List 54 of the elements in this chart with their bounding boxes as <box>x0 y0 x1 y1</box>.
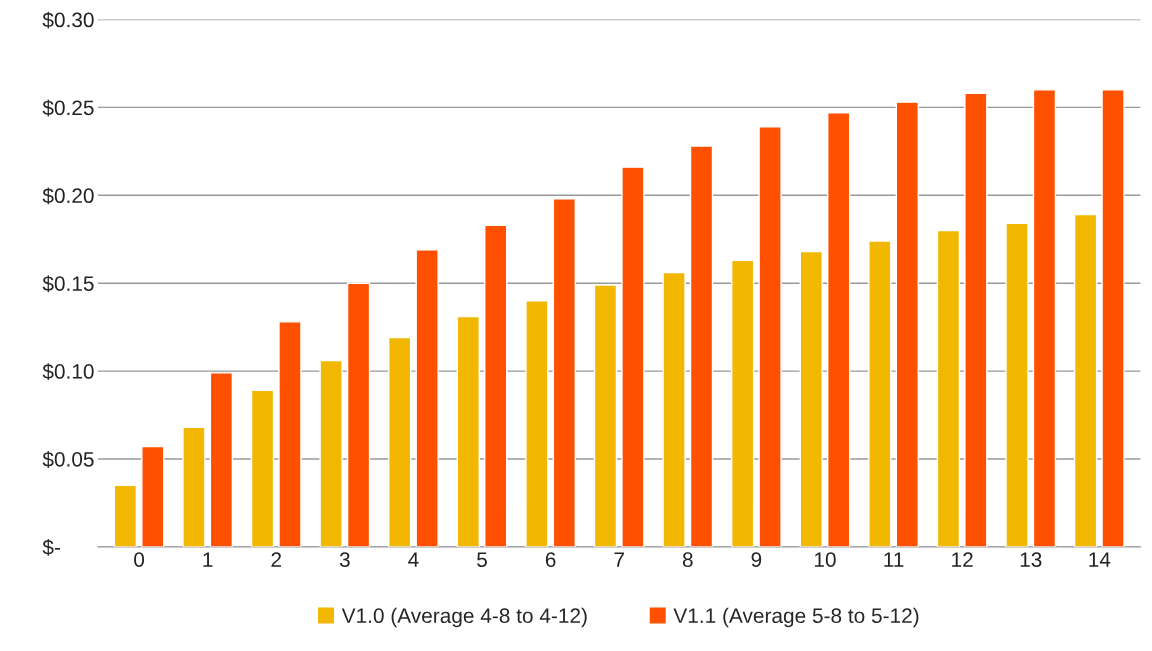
y-tick-label: $0.25 <box>42 99 94 117</box>
x-tick-label: 10 <box>814 552 836 567</box>
bar <box>182 426 206 547</box>
bar <box>209 372 234 547</box>
x-tick-label: 9 <box>751 552 762 567</box>
x-tick-label: 13 <box>1020 552 1042 567</box>
legend-label: V1.1 (Average 5-8 to 5-12) <box>673 607 919 628</box>
bar <box>1005 222 1029 547</box>
bar <box>525 300 549 547</box>
bar <box>1101 89 1125 547</box>
bar <box>730 259 755 547</box>
x-tick-label: 7 <box>614 552 624 567</box>
bar <box>593 284 618 547</box>
bar <box>964 92 988 547</box>
bar <box>346 282 371 547</box>
x-tick-label: 14 <box>1089 552 1111 567</box>
bar <box>799 250 823 547</box>
x-tick-label: 5 <box>477 552 487 567</box>
x-tick-label: 2 <box>271 552 281 567</box>
y-tick-label: $0.20 <box>42 187 94 205</box>
bar <box>388 336 412 547</box>
bar <box>868 240 892 547</box>
x-tick-label: 4 <box>408 552 419 567</box>
legend-label: V1.0 (Average 4-8 to 4-12) <box>341 607 587 628</box>
x-tick-label: 11 <box>884 552 904 567</box>
bar <box>662 271 686 547</box>
bar <box>895 101 919 547</box>
bar <box>758 126 782 547</box>
x-tick-label: 8 <box>682 552 693 567</box>
y-tick-label: $0.05 <box>42 451 94 468</box>
bar <box>319 359 343 547</box>
bar <box>1032 89 1057 547</box>
x-tick-label: 3 <box>339 552 350 567</box>
y-tick-label: $0.10 <box>42 363 94 381</box>
x-tick-label: 12 <box>952 552 973 567</box>
y-tick-label: $- <box>42 538 60 556</box>
bar <box>141 445 165 547</box>
bar <box>1073 213 1098 547</box>
bar <box>827 111 851 547</box>
bar <box>415 249 439 547</box>
bar <box>250 389 275 547</box>
bar <box>113 484 138 547</box>
y-tick-label: $0.30 <box>42 11 94 29</box>
bar <box>456 315 480 547</box>
x-tick-label: 6 <box>545 552 556 567</box>
y-tick-label: $0.15 <box>42 275 94 293</box>
bar <box>484 224 508 547</box>
x-tick-label: 1 <box>203 552 213 567</box>
bar <box>552 198 576 547</box>
bar <box>278 321 302 547</box>
bar <box>621 166 645 547</box>
x-tick-label: 0 <box>134 552 145 567</box>
bar <box>689 145 714 547</box>
bar <box>936 229 961 547</box>
